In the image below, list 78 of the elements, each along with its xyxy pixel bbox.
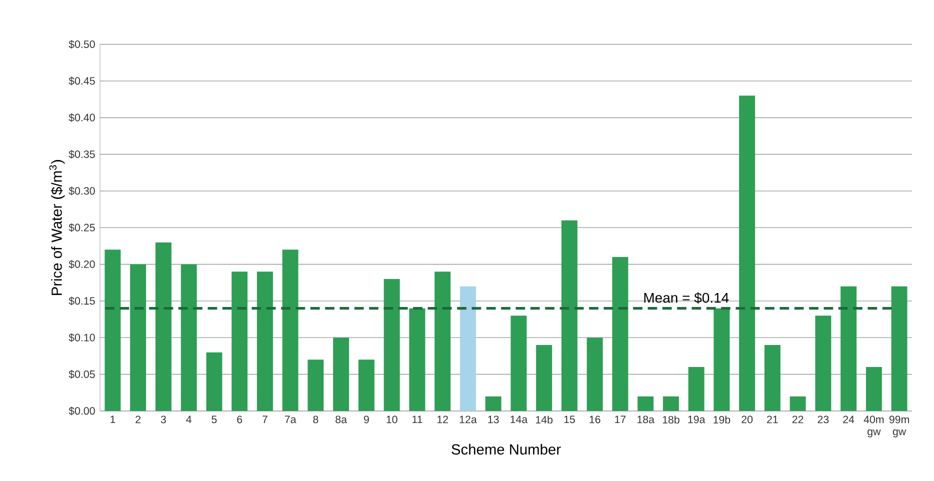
bar: [764, 344, 780, 411]
x-tick-label: 19b: [714, 416, 730, 424]
bar: [232, 272, 248, 411]
y-tick-label: $0.25: [68, 223, 95, 232]
x-axis-title: Scheme Number: [452, 444, 561, 455]
bar: [460, 286, 476, 411]
x-tick-label: 1: [110, 416, 116, 424]
y-tick-label: $0.20: [68, 260, 95, 269]
x-tick-label: 18a: [637, 416, 654, 424]
bar: [688, 366, 704, 411]
bar: [333, 338, 350, 411]
x-tick-label: 20: [742, 416, 753, 424]
bar: [358, 360, 374, 411]
x-tick-label: 12: [437, 416, 448, 424]
x-tick-label: 12a: [460, 416, 477, 424]
x-tick-label: 4: [186, 416, 192, 424]
x-tick-label: 3: [160, 416, 166, 424]
bar: [561, 220, 578, 411]
x-tick-label: 17: [615, 416, 626, 424]
y-tick-label: $0.45: [68, 76, 95, 86]
bar: [714, 308, 730, 411]
bar: [536, 344, 552, 411]
x-tick-label: 18b: [662, 416, 680, 424]
bar: [384, 278, 400, 411]
bar: [308, 360, 324, 411]
bar: [434, 272, 451, 411]
y-tick-label: $0.00: [68, 406, 95, 416]
bar: [180, 264, 197, 411]
y-tick-label: $0.35: [68, 150, 95, 159]
x-tick-label: 7: [262, 416, 268, 424]
x-tick-label: 24: [843, 416, 854, 424]
x-tick-label: 13: [488, 416, 499, 424]
x-tick-label: 23: [818, 416, 829, 424]
bar: [104, 250, 121, 411]
y-tick-label: $0.05: [68, 370, 95, 379]
x-tick-label: 2: [136, 416, 141, 424]
bar: [130, 264, 146, 411]
x-tick-label: 8a: [336, 416, 348, 424]
y-axis-title: Price of Water ($/m$^{3}$): [49, 160, 65, 295]
bar: [586, 338, 603, 411]
x-tick-label: 22: [792, 416, 804, 424]
y-tick-label: $0.15: [68, 296, 95, 306]
bar: [866, 366, 882, 411]
x-tick-label: 16: [590, 416, 600, 424]
bar: [638, 396, 654, 411]
bar: [840, 286, 857, 411]
bar: [739, 96, 756, 411]
y-tick-label: $0.40: [68, 113, 95, 122]
bar: [282, 250, 298, 411]
y-tick-label: $0.10: [68, 333, 95, 342]
x-tick-label: 99m gw: [889, 416, 909, 438]
x-tick-label: 11: [412, 416, 422, 424]
x-tick-label: 10: [386, 416, 398, 424]
ref-line-label: Mean = $0.14: [644, 292, 729, 304]
x-tick-label: 14a: [510, 416, 528, 424]
x-tick-label: 5: [212, 416, 217, 424]
x-tick-label: 21: [767, 416, 778, 424]
bar: [155, 242, 172, 411]
bar: [256, 272, 273, 411]
x-tick-label: 9: [364, 416, 369, 424]
bar: [891, 286, 908, 411]
bar: [485, 396, 502, 411]
bar: [790, 396, 806, 411]
x-tick-label: 19a: [688, 416, 706, 424]
bar: [662, 396, 679, 411]
x-tick-label: 40m gw: [864, 416, 884, 438]
bar: [409, 308, 426, 411]
x-tick-label: 15: [564, 416, 575, 424]
y-tick-label: $0.50: [68, 40, 95, 49]
bar: [612, 256, 628, 411]
x-tick-label: 14b: [536, 416, 553, 424]
y-tick-label: $0.30: [68, 186, 95, 196]
x-tick-label: 7a: [284, 416, 296, 424]
x-tick-label: 6: [237, 416, 242, 424]
bar: [510, 316, 527, 411]
bar: [206, 352, 222, 411]
bar: [815, 316, 832, 411]
x-tick-label: 8: [313, 416, 318, 424]
